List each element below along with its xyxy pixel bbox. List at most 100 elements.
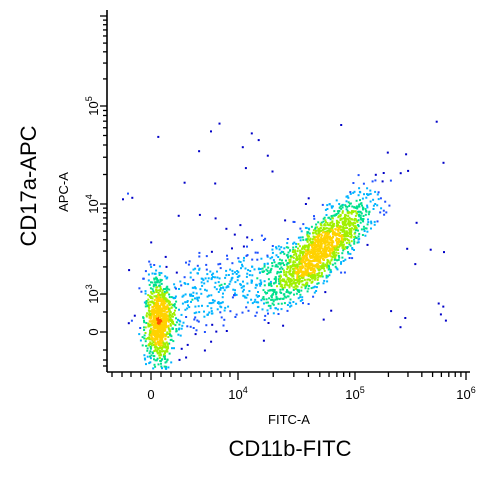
event-dot xyxy=(311,263,314,266)
event-dot xyxy=(158,265,161,268)
event-dot xyxy=(335,267,338,270)
event-dot xyxy=(306,272,309,275)
event-dot xyxy=(311,238,314,241)
event-dot xyxy=(151,342,154,345)
event-dot xyxy=(275,246,277,249)
event-dot xyxy=(313,291,316,294)
event-dot xyxy=(299,236,302,239)
x-axis-ticks xyxy=(111,372,467,380)
event-dot xyxy=(167,324,170,327)
event-dot xyxy=(294,265,297,268)
event-dot xyxy=(248,274,251,277)
event-dot xyxy=(303,254,305,257)
event-dot xyxy=(345,223,348,226)
event-dot xyxy=(294,284,297,287)
event-dot xyxy=(156,303,159,306)
event-dot xyxy=(383,213,386,216)
event-dot xyxy=(151,297,154,300)
event-dot xyxy=(292,268,295,270)
event-dot xyxy=(304,267,307,270)
event-dot xyxy=(366,193,368,196)
event-dot xyxy=(359,214,362,217)
event-dot xyxy=(155,302,158,305)
event-dot xyxy=(257,305,260,308)
event-dot xyxy=(357,219,360,222)
event-dot xyxy=(325,230,328,233)
event-dot xyxy=(268,297,271,300)
event-dot xyxy=(151,305,154,308)
event-dot xyxy=(309,241,312,244)
event-dot xyxy=(358,203,361,206)
event-dot xyxy=(217,291,220,293)
event-dot xyxy=(287,291,290,294)
event-dot xyxy=(293,221,296,223)
event-dot xyxy=(340,207,343,210)
event-dot xyxy=(327,233,330,236)
event-dot xyxy=(164,335,167,338)
event-dot xyxy=(318,230,321,233)
event-dot xyxy=(277,313,280,315)
event-dot xyxy=(160,344,163,347)
event-dot xyxy=(296,276,299,279)
event-dot xyxy=(350,212,353,215)
event-dot xyxy=(336,242,339,245)
event-dot xyxy=(301,251,303,254)
event-dot xyxy=(287,246,290,249)
event-dot xyxy=(155,338,158,341)
event-dot xyxy=(161,298,164,300)
event-dot xyxy=(399,172,402,175)
event-dot xyxy=(153,363,156,366)
event-dot xyxy=(335,248,338,250)
event-dot xyxy=(292,242,295,245)
event-dot xyxy=(224,276,227,279)
event-dot xyxy=(158,327,161,330)
event-dot xyxy=(362,208,364,211)
event-dot xyxy=(262,289,265,292)
event-dot xyxy=(307,245,310,248)
event-dot xyxy=(245,306,248,309)
event-dot xyxy=(326,246,329,249)
event-dot xyxy=(320,229,323,232)
event-dot xyxy=(157,343,160,346)
event-dot xyxy=(357,235,360,238)
event-dot xyxy=(179,320,182,323)
event-dot xyxy=(339,225,342,228)
event-dot xyxy=(376,193,379,196)
event-dot xyxy=(368,210,371,213)
event-dot xyxy=(164,361,167,364)
event-dot xyxy=(309,273,312,275)
event-dot xyxy=(210,278,213,281)
event-dot xyxy=(194,287,197,290)
event-dot xyxy=(283,278,286,281)
event-dot xyxy=(152,355,155,358)
event-dot xyxy=(347,219,350,222)
event-dot xyxy=(335,238,338,241)
event-dot xyxy=(206,305,209,308)
event-dot xyxy=(337,212,340,215)
event-dot xyxy=(149,347,152,350)
event-dot xyxy=(157,327,159,330)
event-dot xyxy=(294,249,296,252)
event-dot xyxy=(181,324,184,327)
event-dot xyxy=(302,245,304,248)
event-dot xyxy=(286,290,289,293)
event-dot xyxy=(314,226,317,229)
event-dot xyxy=(312,286,315,289)
event-dot xyxy=(348,229,351,232)
event-dot xyxy=(282,297,284,300)
event-dot xyxy=(299,251,302,254)
event-dot xyxy=(276,272,279,275)
event-dot xyxy=(310,248,313,251)
event-dot xyxy=(151,332,154,335)
event-dot xyxy=(329,262,332,265)
event-dot xyxy=(147,273,150,276)
event-dot xyxy=(256,277,259,280)
event-dot xyxy=(318,269,321,272)
event-dot xyxy=(311,266,313,269)
event-dot xyxy=(249,270,252,272)
event-dot xyxy=(329,244,332,247)
event-dot xyxy=(340,244,343,247)
event-dot xyxy=(164,297,167,300)
event-dot xyxy=(278,267,281,270)
event-dot xyxy=(260,257,263,260)
